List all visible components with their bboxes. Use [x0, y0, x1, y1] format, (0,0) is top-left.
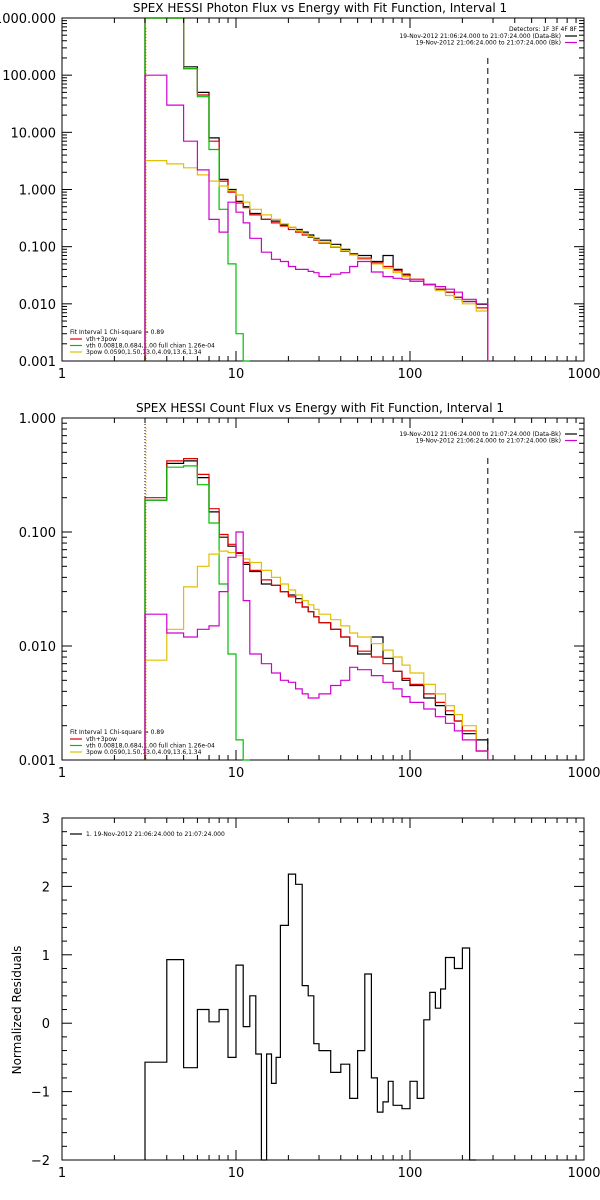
- y-tick-label: 3: [42, 812, 50, 827]
- y-tick-label: 1: [42, 949, 50, 964]
- legend-label: vth+3pow: [86, 736, 117, 743]
- y-tick-label: 0.001: [19, 754, 56, 769]
- y-tick-label: 1.000: [19, 184, 56, 199]
- legend-label: vth 0.00818,0.684,1.00 full chian 1.26e-…: [86, 743, 215, 750]
- series-2-line: [144, 17, 250, 362]
- x-tick-label: 1: [58, 1166, 66, 1181]
- y-tick-label: 0.001: [19, 355, 56, 370]
- x-tick-label: 10: [228, 766, 245, 781]
- y-tick-label: 2: [42, 880, 50, 895]
- series-0-line: [144, 17, 489, 361]
- y-tick-label: 0.010: [19, 298, 56, 313]
- y-tick-label: 1.000: [19, 412, 56, 427]
- legend-label: 3pow 0.0590,1.50,13.0,4.09,13.6,1.34: [86, 749, 202, 756]
- count-flux-title: SPEX HESSI Count Flux vs Energy with Fit…: [136, 401, 504, 415]
- x-tick-label: 1: [58, 766, 66, 781]
- x-tick-label: 1000: [567, 766, 600, 781]
- x-tick-label: 1: [58, 367, 66, 382]
- residuals-y-axis-label: Normalized Residuals: [10, 946, 24, 1075]
- x-tick-label: 10: [228, 1166, 245, 1181]
- y-tick-label: −2: [31, 1154, 50, 1169]
- legend-label: 19-Nov-2012 21:06:24.000 to 21:07:24.000…: [399, 33, 561, 40]
- y-tick-label: 10.000: [11, 126, 57, 141]
- photon-flux-title: SPEX HESSI Photon Flux vs Energy with Fi…: [133, 1, 507, 15]
- legend-label: 19-Nov-2012 21:06:24.000 to 21:07:24.000…: [416, 438, 561, 445]
- count-flux-fit-label: Fit Interval 1 Chi-square = 0.89: [70, 729, 164, 736]
- photon-flux-plot-frame: [61, 17, 585, 362]
- photon-flux-series: [144, 17, 489, 362]
- photon-flux-panel: SPEX HESSI Photon Flux vs Energy with Fi…: [0, 1, 600, 382]
- series-1-line: [144, 458, 489, 760]
- x-tick-label: 100: [398, 766, 423, 781]
- legend-label: 19-Nov-2012 21:06:24.000 to 21:07:24.000…: [399, 431, 561, 438]
- count-flux-panel: SPEX HESSI Count Flux vs Energy with Fit…: [19, 401, 600, 781]
- x-tick-label: 1000: [567, 1166, 600, 1181]
- photon-flux-legend-top-right: 19-Nov-2012 21:06:24.000 to 21:07:24.000…: [399, 33, 577, 47]
- residuals-ticks: 1 10 100 1000 −2 −1 0 1 2 3: [31, 812, 600, 1181]
- count-flux-series: [144, 418, 489, 761]
- residuals-legend: 1. 19-Nov-2012 21:06:24.000 to 21:07:24.…: [70, 831, 225, 838]
- legend-label: vth+3pow: [86, 336, 117, 343]
- legend-label: 1. 19-Nov-2012 21:06:24.000 to 21:07:24.…: [86, 831, 225, 838]
- x-tick-label: 100: [398, 1166, 423, 1181]
- photon-flux-fit-label: Fit Interval 1 Chi-square = 0.89: [70, 329, 164, 336]
- series-3-line: [144, 550, 489, 760]
- y-tick-label: 100.000: [2, 69, 56, 84]
- photon-flux-ticks: 1 10 100 1000 0.001 0.010 0.100 1.000 10.000 100.…: [0, 12, 600, 382]
- x-tick-label: 10: [228, 367, 245, 382]
- series-0-line: [144, 460, 489, 760]
- y-tick-label: 1000.000: [0, 12, 56, 27]
- residuals-plot-frame: [61, 817, 585, 1161]
- y-tick-label: 0: [42, 1017, 50, 1032]
- residuals-series: [144, 873, 477, 1161]
- residuals-panel: Normalized Residuals 1. 19-Nov-2012 21:0…: [10, 812, 600, 1181]
- y-tick-label: −1: [31, 1086, 50, 1101]
- series-1-line: [144, 17, 489, 361]
- y-tick-label: 0.100: [19, 241, 56, 256]
- series-4-line: [144, 74, 489, 361]
- series-3-line: [144, 160, 489, 361]
- series-2-line: [144, 465, 250, 761]
- y-tick-label: 0.100: [19, 526, 56, 541]
- series-0-line: [144, 873, 477, 1161]
- legend-label: 19-Nov-2012 21:06:24.000 to 21:07:24.000…: [416, 40, 561, 47]
- x-tick-label: 100: [398, 367, 423, 382]
- detectors-label: Detectors: 1F 3F 4F 8F: [509, 26, 578, 33]
- x-tick-label: 1000: [567, 367, 600, 382]
- y-tick-label: 0.010: [19, 640, 56, 655]
- legend-label: 3pow 0.0590,1.50,13.0,4.09,13.6,1.34: [86, 349, 202, 356]
- count-flux-plot-frame: [61, 417, 585, 761]
- count-flux-legend-top-right: 19-Nov-2012 21:06:24.000 to 21:07:24.000…: [399, 431, 577, 445]
- series-4-line: [144, 531, 489, 760]
- legend-label: vth 0.00818,0.684,1.00 full chian 1.26e-…: [86, 343, 215, 350]
- count-flux-ticks: 1 10 100 1000 0.001 0.010 0.100 1.000: [19, 412, 600, 781]
